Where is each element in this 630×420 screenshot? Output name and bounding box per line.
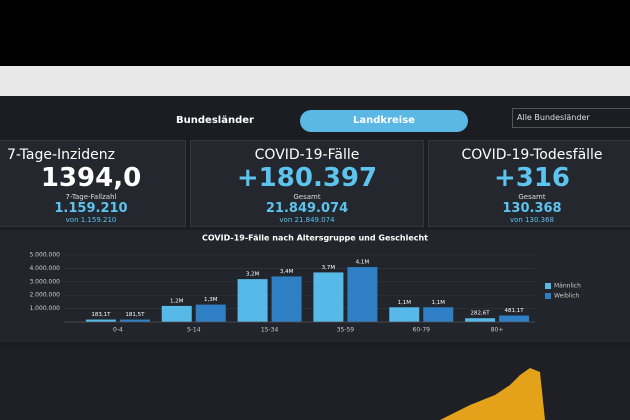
kpi-sub-label: Gesamt <box>293 193 321 201</box>
x-tick-label: 5-14 <box>187 327 201 334</box>
y-tick-label: 2.000.000 <box>29 292 60 299</box>
kpi-sub-value: 1.159.210 <box>54 201 128 216</box>
kpi-card: 7-Tage-Inzidenz 1394,0 7-Tage-Fallzahl 1… <box>0 140 186 227</box>
kpi-value: 1394,0 <box>40 163 142 193</box>
bar <box>161 305 192 322</box>
bar <box>85 319 116 322</box>
kpi-value: +180.397 <box>236 163 378 193</box>
x-tick-label: 60-79 <box>413 327 431 334</box>
legend-swatch <box>545 293 551 299</box>
kpi-sub-label: 7-Tage-Fallzahl <box>65 193 117 201</box>
data-label: 1,3M <box>204 297 218 303</box>
lower-chart-area <box>440 368 545 420</box>
kpi-note: von 130.368 <box>509 216 555 224</box>
kpi-note: von 21.849.074 <box>279 216 335 224</box>
bar <box>237 279 268 322</box>
region-dropdown[interactable]: Alle Bundesländer <box>512 108 630 128</box>
kpi-note: von 1.159.210 <box>65 216 117 224</box>
data-label: 1,2M <box>170 298 184 304</box>
kpi-card: COVID-19-Fälle +180.397 Gesamt 21.849.07… <box>190 140 424 227</box>
data-label: 4,1M <box>356 260 370 266</box>
bar <box>423 307 454 322</box>
y-tick-label: 5.000.000 <box>29 252 60 259</box>
kpi-value: +316 <box>493 163 571 193</box>
kpi-title: COVID-19-Fälle <box>254 147 360 163</box>
data-label: 3,4M <box>280 269 294 275</box>
bar <box>389 307 420 322</box>
data-label: 3,7M <box>322 265 336 271</box>
legend-label: Männlich <box>554 283 581 290</box>
tab-bundeslaender[interactable]: Bundesländer <box>176 115 254 126</box>
data-label: 1,1M <box>398 300 412 306</box>
bar <box>347 267 378 322</box>
kpi-sub-value: 21.849.074 <box>265 201 349 216</box>
bar <box>499 315 530 322</box>
monitor-bezel <box>0 66 630 96</box>
kpi-sub-label: Gesamt <box>518 193 546 201</box>
kpi-card: COVID-19-Todesfälle +316 Gesamt 130.368 … <box>428 140 630 227</box>
x-tick-label: 15-34 <box>261 327 279 334</box>
x-tick-label: 80+ <box>491 327 504 334</box>
tab-landkreise[interactable]: Landkreise <box>300 110 468 132</box>
bar <box>313 272 344 322</box>
legend-swatch <box>545 283 551 289</box>
data-label: 481,1T <box>505 308 525 314</box>
y-tick-label: 1.000.000 <box>29 305 60 312</box>
bar <box>271 276 302 322</box>
data-label: 183,1T <box>91 312 111 318</box>
kpi-title: 7-Tage-Inzidenz <box>7 147 116 163</box>
legend-label: Weiblich <box>554 293 579 300</box>
x-tick-label: 35-59 <box>337 327 355 334</box>
bar <box>195 304 226 322</box>
kpi-sub-value: 130.368 <box>502 201 562 216</box>
bar <box>465 318 496 322</box>
chart-title: COVID-19-Fälle nach Altersgruppe und Ges… <box>202 234 428 243</box>
data-label: 3,2M <box>246 272 260 278</box>
data-label: 1,1M <box>432 300 446 306</box>
data-label: 181,5T <box>125 312 145 318</box>
x-tick-label: 0-4 <box>113 327 123 334</box>
bar <box>119 319 150 322</box>
kpi-title: COVID-19-Todesfälle <box>461 147 603 163</box>
y-tick-label: 3.000.000 <box>29 278 60 285</box>
y-tick-label: 4.000.000 <box>29 265 60 272</box>
data-label: 282,6T <box>471 311 491 317</box>
